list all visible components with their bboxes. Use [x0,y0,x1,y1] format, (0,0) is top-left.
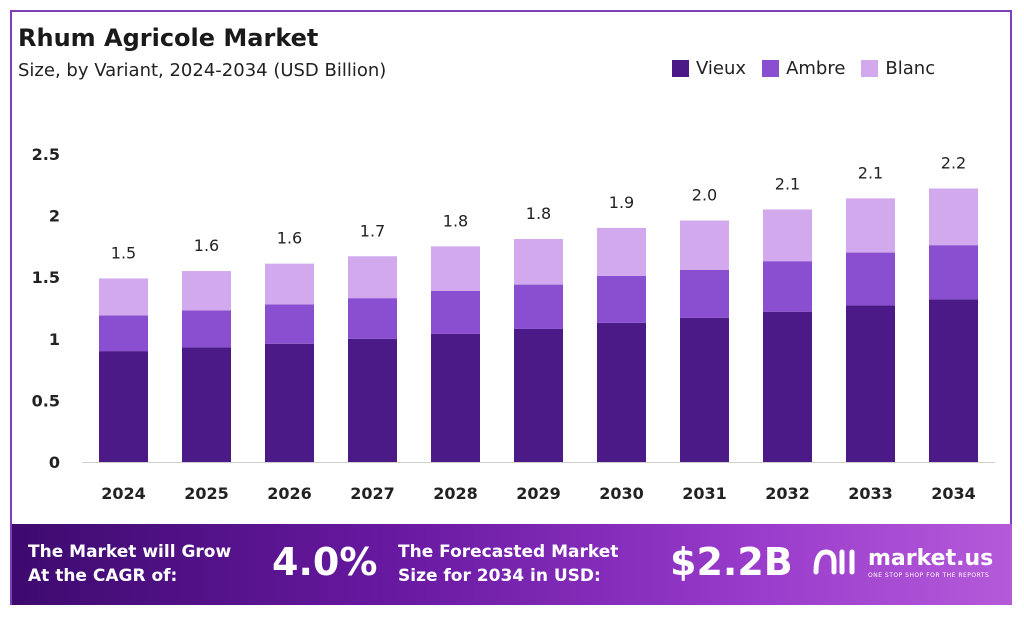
bar-segment-ambre [929,245,978,300]
cagr-caption-line1: The Market will Grow [28,542,232,562]
bar-segment-vieux [929,299,978,462]
bar-segment-ambre [763,261,812,312]
bar-total-label: 2.0 [692,186,717,205]
chart-title: Rhum Agricole Market [18,24,319,52]
x-tick-label: 2026 [267,484,312,503]
bar-segment-blanc [182,271,231,311]
bar-segment-ambre [514,284,563,329]
bar-segment-ambre [431,290,480,334]
cagr-caption-line2: At the CAGR of: [28,566,178,586]
legend-swatch-ambre [762,60,780,77]
bar-total-label: 1.6 [194,236,219,255]
bar-total-label: 1.7 [360,221,385,240]
bar-total-label: 1.8 [526,204,551,223]
bar-segment-ambre [348,298,397,339]
forecast-caption: The Forecasted Market Size for 2034 in U… [398,540,618,588]
y-tick-label: 0.5 [32,391,60,410]
bar-total-label: 1.8 [443,211,468,230]
x-tick-label: 2032 [765,484,810,503]
y-tick-label: 0 [49,453,60,472]
forecast-caption-line1: The Forecasted Market [398,542,619,562]
bar-segment-vieux [265,343,314,462]
bar-segment-vieux [99,351,148,462]
bar-segment-blanc [348,256,397,299]
legend: Vieux Ambre Blanc [672,58,935,79]
bar-segment-blanc [763,209,812,262]
cagr-caption: The Market will Grow At the CAGR of: [28,540,231,588]
bar-segment-blanc [597,227,646,276]
bar-segment-blanc [265,263,314,305]
chart-subtitle: Size, by Variant, 2024-2034 (USD Billion… [18,60,387,81]
bar-segment-ambre [182,310,231,348]
bar-total-label: 1.5 [111,243,136,262]
market-us-logo-icon [813,549,855,575]
x-tick-label: 2027 [350,484,395,503]
legend-label-vieux: Vieux [696,58,747,79]
x-tick-label: 2024 [101,484,146,503]
stacked-bar-chart: 0 0.5 1 1.5 2 2.5 1.5 2024 1.6 2025 1.6 2026 1.7 2027… [32,145,995,503]
bar-segment-blanc [431,246,480,291]
bar-segment-vieux [431,333,480,462]
bar-total-label: 1.9 [609,193,634,212]
x-tick-label: 2030 [599,484,644,503]
logo-text-block: market.us ONE STOP SHOP FOR THE REPORTS [868,546,993,579]
bar-segment-vieux [348,338,397,462]
bar-segment-vieux [846,305,895,462]
bar-total-label: 2.1 [775,174,800,193]
bar-segment-blanc [929,188,978,246]
x-tick-label: 2028 [433,484,478,503]
bar-total-label: 2.2 [941,153,966,172]
bar-segment-ambre [846,252,895,306]
bar-segment-ambre [597,275,646,323]
legend-swatch-vieux [672,60,689,77]
bar-segment-blanc [846,198,895,253]
bar-segment-ambre [680,269,729,318]
legend-item-vieux: Vieux [672,58,746,79]
x-tick-label: 2033 [848,484,893,503]
bar-segment-blanc [99,278,148,316]
market-us-logo: market.us ONE STOP SHOP FOR THE REPORTS [812,544,993,580]
bar-segment-vieux [597,322,646,462]
y-tick-label: 2 [49,207,60,226]
x-tick-label: 2025 [184,484,229,503]
y-tick-label: 2.5 [32,145,60,164]
bar-segment-vieux [182,347,231,462]
legend-swatch-blanc [861,60,879,77]
y-tick-label: 1 [49,330,60,349]
forecast-value: $2.2B [670,540,793,584]
legend-label-ambre: Ambre [786,58,846,79]
bar-total-label: 1.6 [277,229,302,248]
logo-name: market.us [868,545,994,571]
x-tick-label: 2031 [682,484,727,503]
bar-segment-vieux [680,317,729,462]
bar-segment-vieux [763,311,812,462]
chart-frame [10,10,1012,605]
summary-banner [12,524,1012,605]
x-tick-label: 2034 [931,484,976,503]
legend-item-blanc: Blanc [861,58,935,79]
legend-label-blanc: Blanc [885,58,936,79]
bar-total-label: 2.1 [858,163,883,182]
bar-segment-blanc [514,239,563,285]
bar-segment-ambre [265,304,314,344]
bar-segment-ambre [99,315,148,352]
x-tick-label: 2029 [516,484,561,503]
forecast-caption-line2: Size for 2034 in USD: [398,566,601,586]
cagr-value: 4.0% [272,540,378,584]
bar-segment-vieux [514,328,563,462]
legend-item-ambre: Ambre [762,58,845,79]
bar-segment-blanc [680,220,729,270]
logo-tagline: ONE STOP SHOP FOR THE REPORTS [868,571,990,579]
y-tick-label: 1.5 [32,268,60,287]
